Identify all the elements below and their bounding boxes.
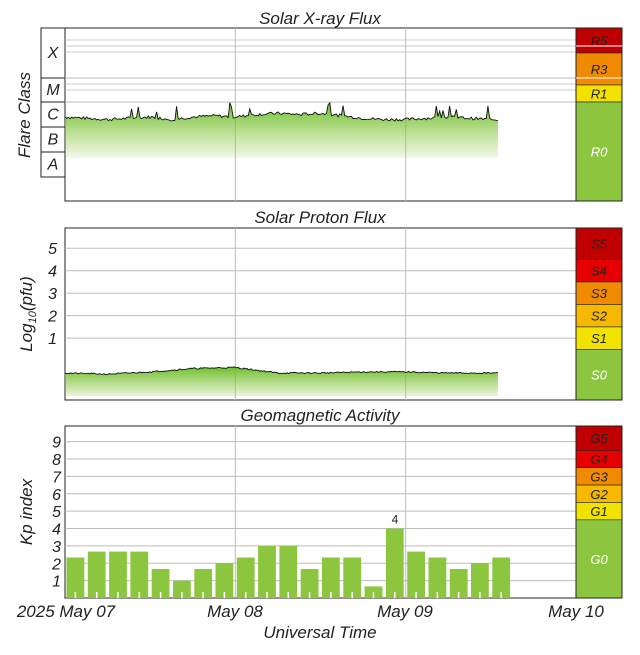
kp-bar [130, 551, 149, 598]
kp-bar [258, 545, 276, 598]
kp-tick-label: 6 [52, 487, 61, 504]
s-scale-label-s2: S2 [591, 309, 608, 324]
kp-tick-label: 2 [51, 556, 61, 573]
x-axis-label: Universal Time [263, 623, 376, 642]
s-scale-label-s5: S5 [591, 237, 608, 252]
g-scale-label-g0: G0 [590, 552, 608, 567]
s-scale-box-s5 [575, 227, 623, 260]
kp-bar [492, 557, 511, 598]
proton-tick-label: 1 [48, 331, 57, 348]
flare-class-label-m: M [46, 82, 60, 99]
kp-gridlines [65, 426, 576, 598]
radio-blackout-scale: R5 R3 R1 R0 [575, 27, 623, 202]
s-scale-label-s1: S1 [591, 331, 607, 346]
x-axis-tick-label: May 08 [207, 602, 263, 621]
xray-flux-fill [65, 102, 498, 158]
flare-class-label-a: A [47, 157, 59, 174]
proton-flux-fill [65, 367, 498, 396]
r-scale-box-r3 [575, 52, 623, 86]
flare-class-box-x [40, 27, 66, 79]
g-scale-label-g2: G2 [590, 487, 608, 502]
proton-panel-title: Solar Proton Flux [254, 208, 386, 227]
proton-tick-label: 4 [48, 264, 57, 281]
kp-bar [449, 569, 468, 598]
kp-bar [343, 557, 362, 598]
proton-y-axis-label: Log10(pfu) [17, 276, 39, 352]
flare-class-box-a [40, 151, 66, 178]
r-scale-label-r1: R1 [591, 87, 608, 102]
kp-tick-label: 3 [52, 539, 61, 556]
proton-plot-frame [64, 227, 577, 401]
g-scale-label-g1: G1 [590, 504, 607, 519]
s-scale-label-s4: S4 [591, 264, 607, 279]
kp-bar [66, 557, 85, 598]
kp-tick-label: 4 [52, 522, 61, 539]
proton-tick-label: 5 [48, 241, 57, 258]
proton-tick-label: 2 [47, 309, 57, 326]
s-scale-label-s3: S3 [591, 286, 608, 301]
g-scale-label-g4: G4 [590, 452, 607, 467]
x-axis-tick-label: May 09 [377, 602, 433, 621]
proton-flux-line [64, 366, 498, 376]
r-scale-label-r0: R0 [591, 145, 608, 160]
solar-radiation-scale: S5 S4 S3 S2 S1 S0 [575, 227, 623, 401]
xray-gridlines [65, 28, 576, 201]
r-scale-label-r5: R5 [591, 34, 608, 49]
kp-bar [173, 580, 191, 598]
kp-bar [428, 557, 447, 598]
proton-y-ticks: 1 2 3 4 5 [47, 241, 57, 348]
kp-bar [194, 569, 213, 598]
kp-panel-title: Geomagnetic Activity [240, 406, 401, 425]
kp-bar [215, 563, 234, 598]
kp-bar-annotation: 4 [392, 513, 399, 527]
r-scale-box-r0 [575, 101, 623, 202]
r-scale-frame [575, 27, 623, 202]
proton-tick-label: 3 [48, 286, 57, 303]
flare-class-label-c: C [47, 107, 59, 124]
flare-class-label-x: X [47, 45, 60, 62]
s-scale-label-s0: S0 [591, 368, 608, 383]
kp-bar [385, 528, 404, 598]
kp-bar [322, 557, 340, 598]
xray-panel-title: Solar X-ray Flux [259, 9, 381, 28]
x-axis-tick-label: 2025 May 07 [16, 602, 116, 621]
kp-bar [236, 557, 255, 598]
xray-flux-area [64, 101, 498, 158]
kp-bar [407, 551, 425, 598]
x-axis-tick-labels: 2025 May 07 May 08 May 09 May 10 [16, 602, 605, 621]
kp-tick-label: 5 [52, 504, 61, 521]
geomagnetic-storm-scale: G5 G4 G3 G2 G1 G0 [575, 425, 623, 599]
xray-y-axis-label: Flare Class [15, 72, 34, 158]
kp-plot-frame [64, 425, 577, 599]
kp-bar [109, 551, 127, 598]
x-axis-tick-label: May 10 [548, 602, 604, 621]
kp-bar [471, 563, 489, 598]
g-scale-label-g5: G5 [590, 431, 608, 446]
kp-tick-label: 8 [52, 452, 61, 469]
kp-bars: 4 [66, 513, 511, 598]
kp-bar [87, 551, 106, 598]
g-scale-label-g3: G3 [590, 469, 608, 484]
xray-flux-line [64, 101, 498, 122]
kp-bar [300, 569, 319, 598]
kp-tick-label: 1 [52, 574, 61, 591]
g-scale-box-g0 [575, 519, 623, 599]
kp-tick-label: 9 [52, 435, 61, 452]
proton-flux-area [64, 366, 498, 396]
flare-class-label-b: B [48, 132, 59, 149]
kp-bar [151, 569, 170, 598]
r-scale-label-r3: R3 [591, 62, 608, 77]
kp-bar [279, 545, 298, 598]
s-scale-frame [575, 227, 623, 401]
kp-tick-label: 7 [52, 469, 62, 486]
g-scale-frame [575, 425, 623, 599]
kp-y-axis-label: Kp index [17, 478, 36, 545]
